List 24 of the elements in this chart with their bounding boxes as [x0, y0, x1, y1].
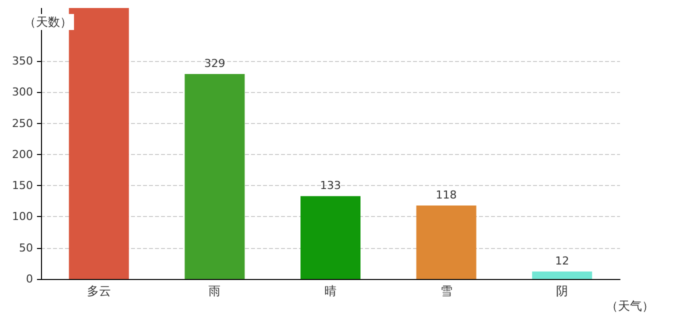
- y-tick-label: 100: [12, 210, 33, 224]
- bar: [68, 8, 129, 279]
- y-tick-label: 250: [12, 116, 33, 130]
- data-label: 118: [436, 188, 457, 202]
- y-tick-label: 150: [12, 179, 33, 192]
- bar: [184, 74, 245, 279]
- x-tick-label: 晴: [324, 284, 336, 298]
- y-axis-title: （天数）: [24, 15, 72, 29]
- x-axis-title: （天气）: [606, 299, 654, 313]
- data-label: 133: [320, 179, 341, 192]
- y-tick-label: 200: [12, 148, 33, 161]
- x-tick-label: 雪: [440, 284, 452, 298]
- y-tick-label: 350: [12, 54, 33, 68]
- x-tick-label: 多云: [86, 284, 111, 298]
- bar: [416, 205, 476, 279]
- data-label: 12: [555, 254, 570, 268]
- y-tick-label: 300: [12, 86, 33, 99]
- bar: [532, 272, 592, 279]
- bar: [300, 196, 360, 279]
- x-tick-label: 雨: [208, 284, 221, 298]
- y-tick-label: 0: [26, 272, 33, 286]
- data-label: 329: [204, 57, 226, 70]
- y-tick-label: 50: [19, 241, 33, 254]
- x-tick-label: 阴: [556, 284, 568, 298]
